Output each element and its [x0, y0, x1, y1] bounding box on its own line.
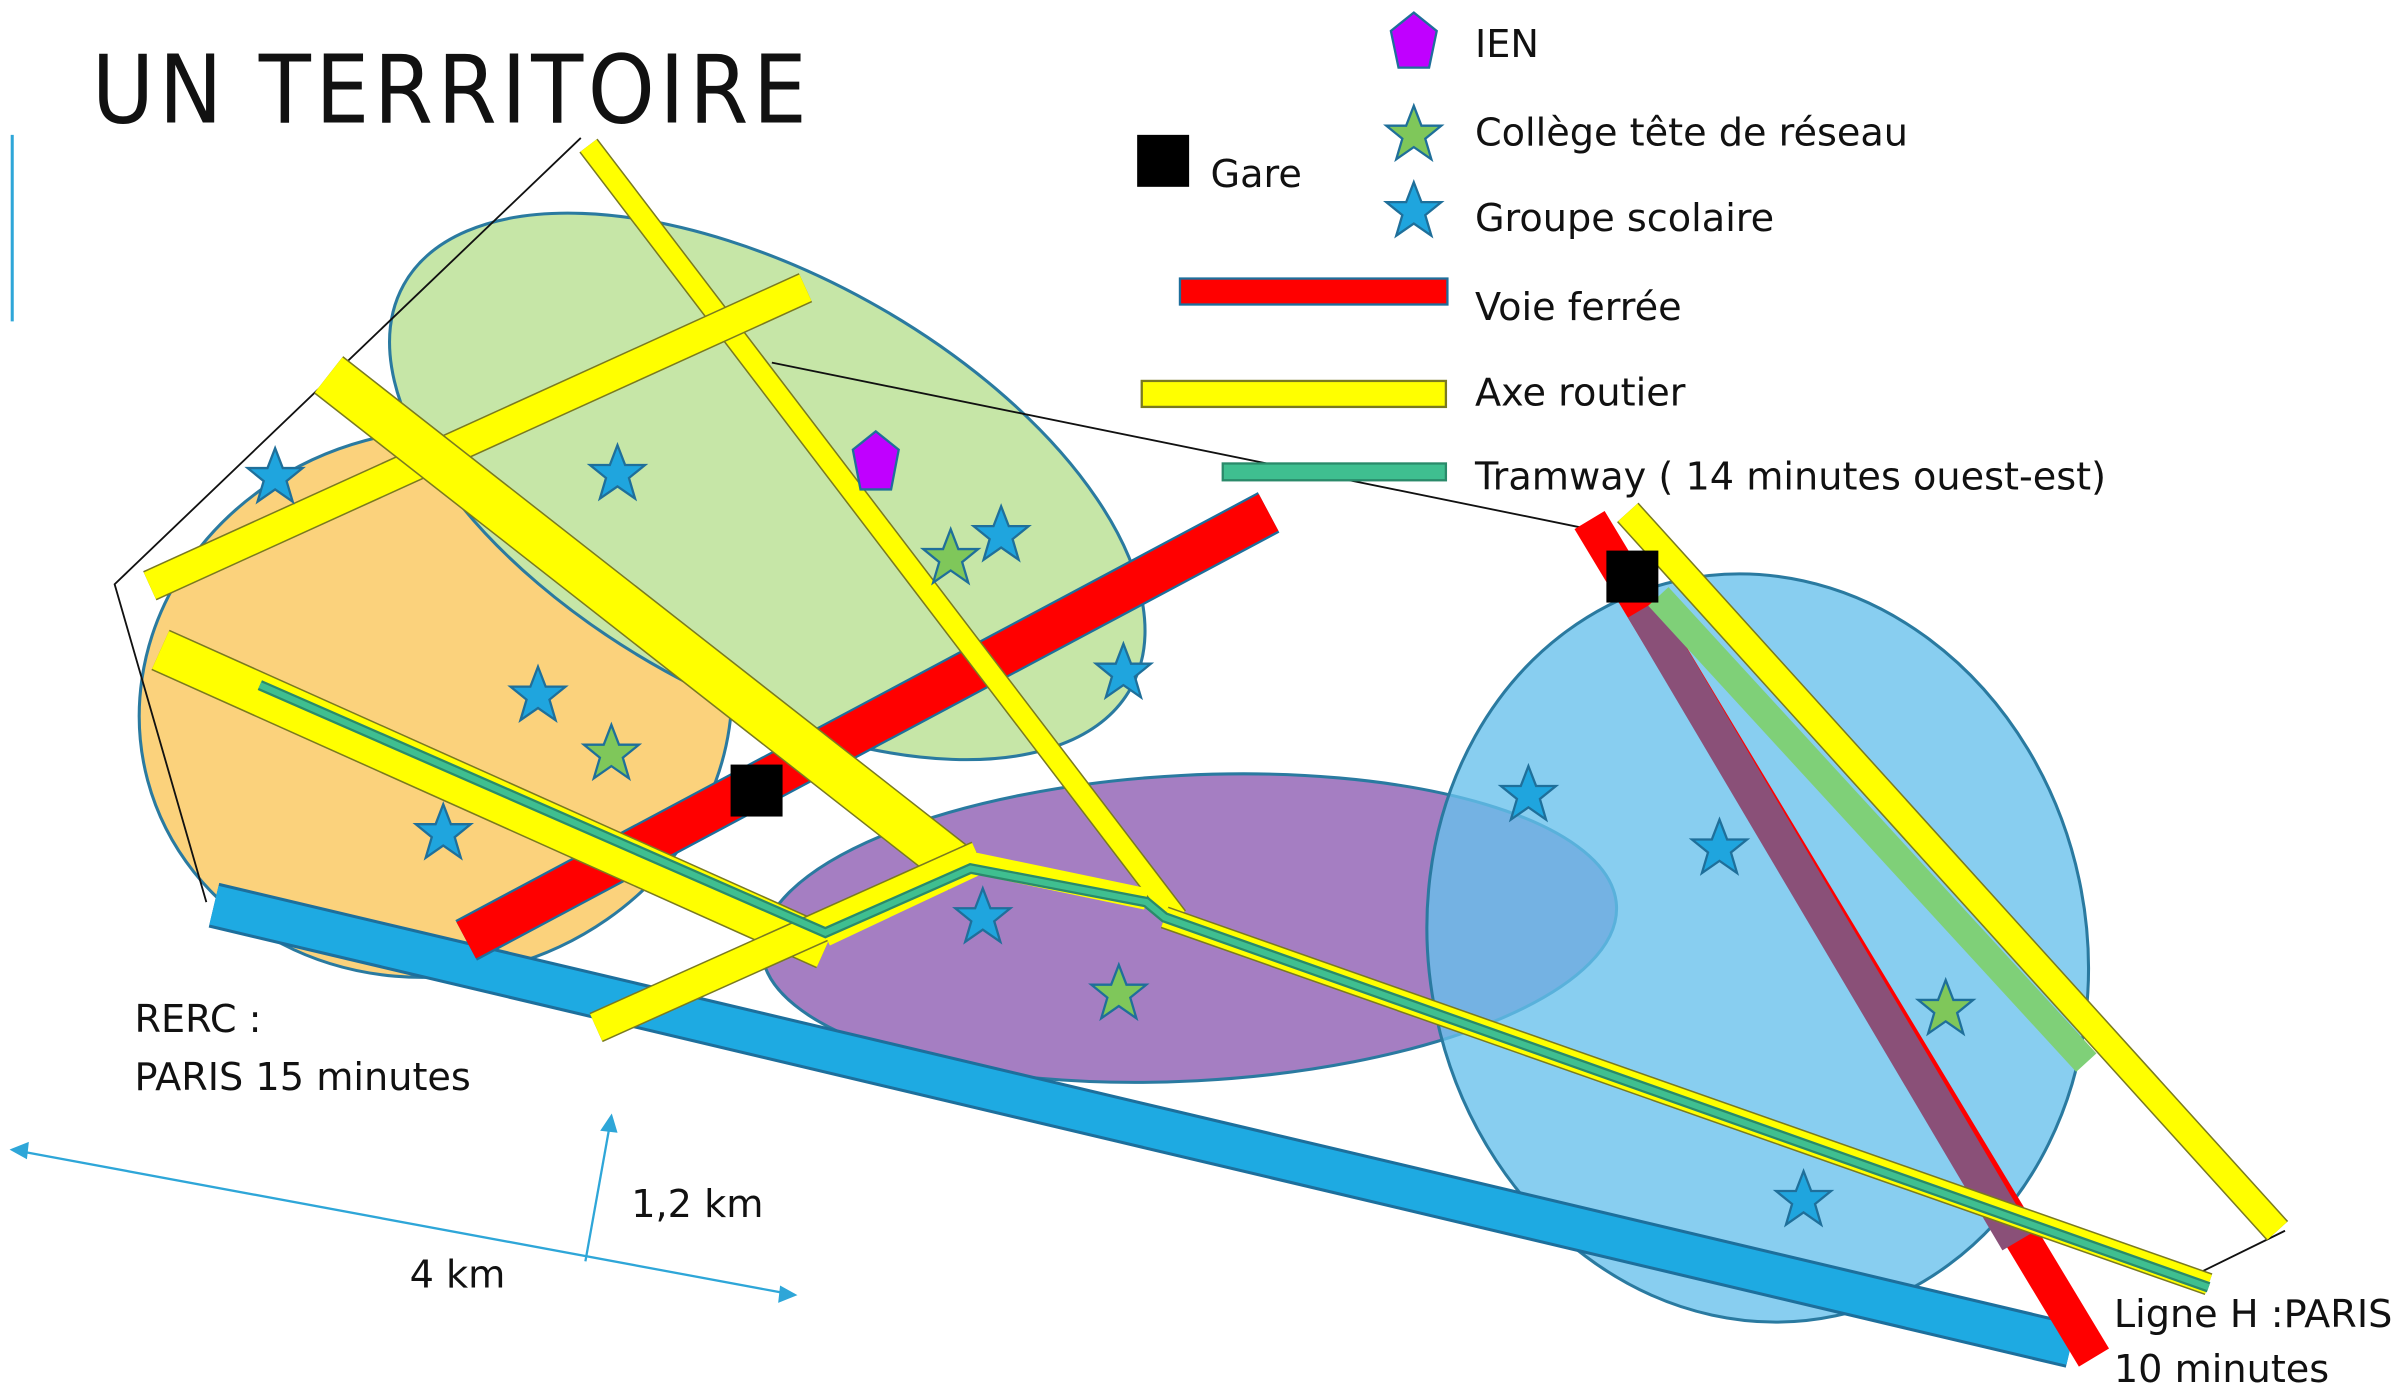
roads — [143, 138, 2289, 1368]
annotation: Ligne H :PARIS — [2114, 1293, 2392, 1337]
scale — [9, 1113, 798, 1303]
legend-icon — [1385, 181, 1443, 237]
map — [9, 134, 2289, 1368]
legend-label: Gare — [1211, 153, 1302, 197]
annotation: 1,2 km — [631, 1183, 763, 1227]
legend-label: Groupe scolaire — [1475, 197, 1774, 241]
title: UN TERRITOIRE — [92, 36, 812, 146]
legend-icon — [1389, 11, 1438, 69]
annotation: PARIS 15 minutes — [135, 1056, 471, 1100]
legend: IEN Collège tête de réseau Gare Groupe s… — [1137, 11, 2106, 499]
station — [730, 764, 783, 817]
legend-label: IEN — [1475, 23, 1539, 67]
station — [1606, 550, 1659, 603]
legend-icon — [1178, 277, 1449, 306]
annotation: 10 minutes — [2114, 1348, 2329, 1387]
outline — [113, 137, 2286, 1273]
ien-marker — [851, 429, 900, 491]
legend-icon — [1221, 462, 1448, 482]
legend-icon — [1385, 104, 1443, 161]
legend-label: Voie ferrée — [1475, 286, 1682, 330]
annotations: RERC : PARIS 15 minutes 1,2 km 4 km Lign… — [135, 998, 2392, 1387]
legend-label: Collège tête de réseau — [1475, 112, 1908, 156]
legend-label: Axe routier — [1475, 371, 1686, 415]
annotation: 4 km — [410, 1253, 506, 1297]
legend-icon — [1137, 134, 1190, 187]
annotation: RERC : — [135, 998, 262, 1042]
legend-icon — [1140, 379, 1448, 409]
legend-label: Tramway ( 14 minutes ouest-est) — [1474, 455, 2106, 499]
